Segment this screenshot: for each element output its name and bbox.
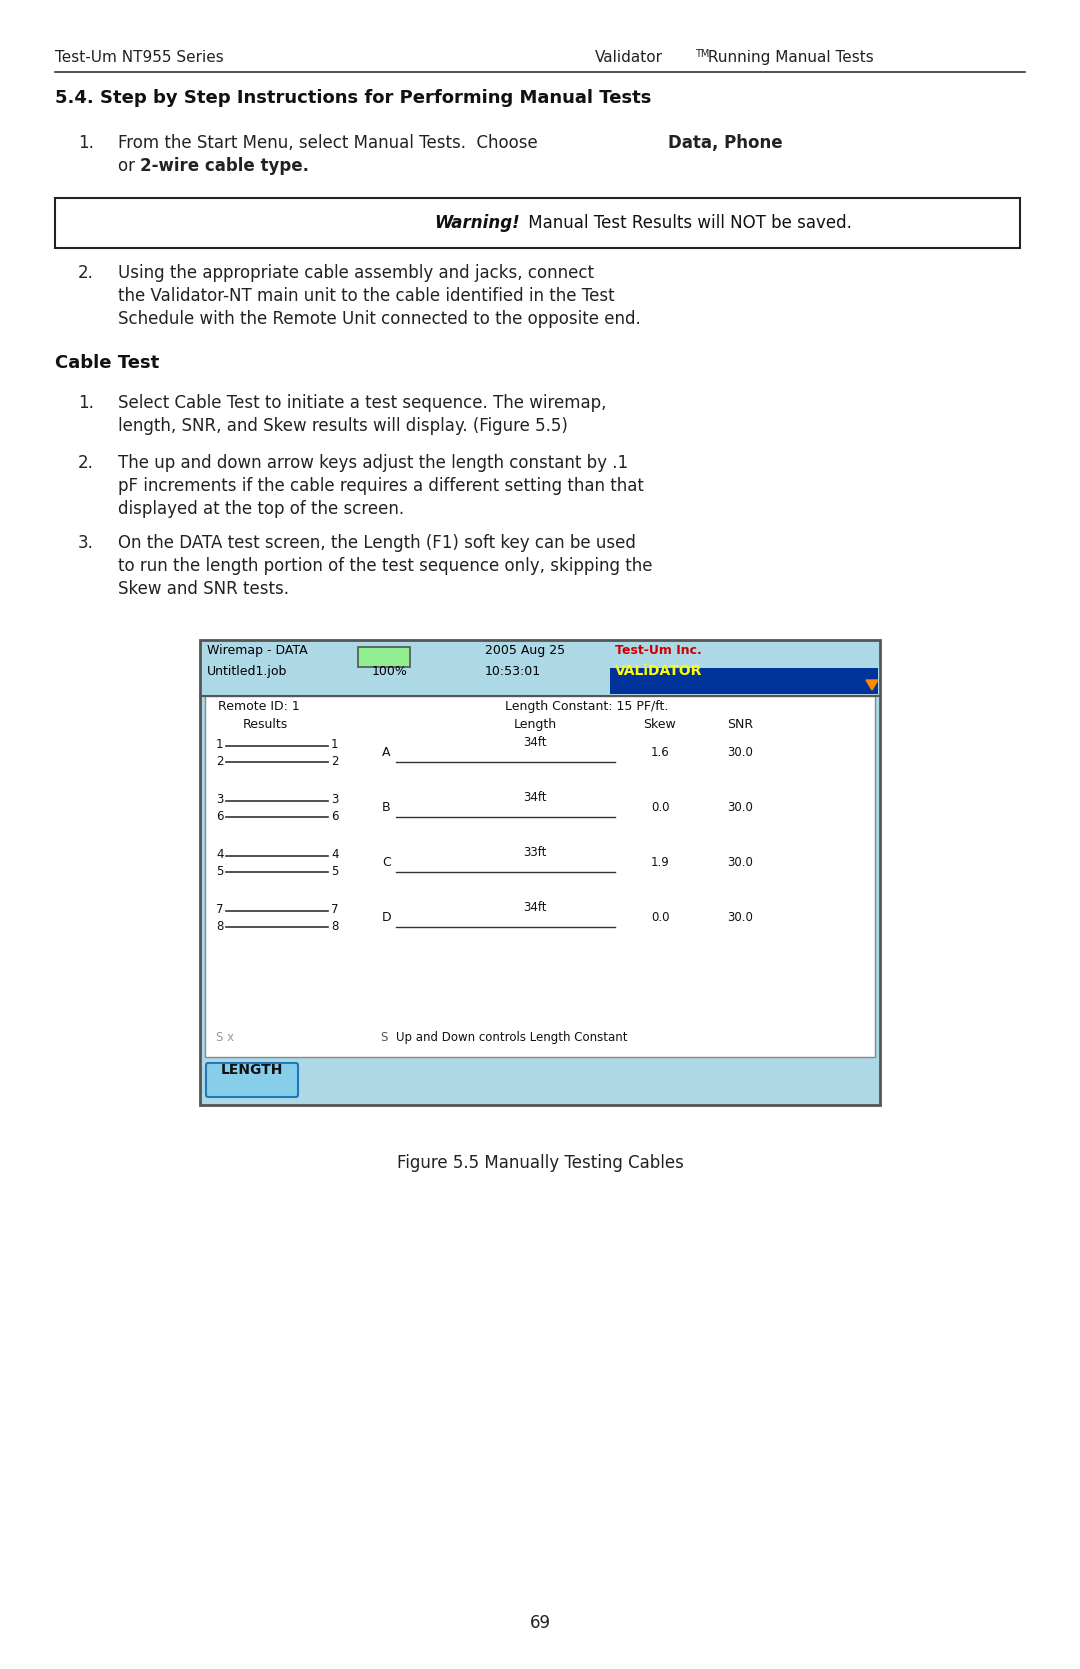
Text: 3: 3: [216, 793, 224, 806]
Text: 100%: 100%: [373, 664, 408, 678]
Text: 10:53:01: 10:53:01: [485, 664, 541, 678]
Text: 1.: 1.: [78, 394, 94, 412]
Text: 7: 7: [330, 903, 338, 916]
Text: LENGTH: LENGTH: [220, 1063, 283, 1077]
Bar: [200, 639, 880, 1105]
Text: 2.: 2.: [78, 264, 94, 282]
Text: Manual Test Results will NOT be saved.: Manual Test Results will NOT be saved.: [523, 214, 852, 232]
Text: 30.0: 30.0: [727, 746, 753, 759]
Text: 2-wire cable type.: 2-wire cable type.: [140, 157, 309, 175]
Text: 3.: 3.: [78, 534, 94, 552]
Text: 4: 4: [216, 848, 224, 861]
Text: Up and Down controls Length Constant: Up and Down controls Length Constant: [396, 1031, 627, 1045]
Text: 6: 6: [216, 809, 224, 823]
Text: S x: S x: [216, 1031, 234, 1045]
Polygon shape: [866, 679, 878, 689]
Text: Test-Um Inc.: Test-Um Inc.: [615, 644, 702, 658]
Text: 1.9: 1.9: [650, 856, 670, 870]
Text: Select Cable Test to initiate a test sequence. The wiremap,: Select Cable Test to initiate a test seq…: [118, 394, 607, 412]
Text: Cable Test: Cable Test: [55, 354, 159, 372]
Text: A: A: [382, 746, 391, 759]
Text: the Validator-NT main unit to the cable identified in the Test: the Validator-NT main unit to the cable …: [118, 287, 615, 305]
Text: Wiremap - DATA: Wiremap - DATA: [207, 644, 308, 658]
Text: 1: 1: [330, 738, 338, 751]
Text: Running Manual Tests: Running Manual Tests: [703, 50, 874, 65]
Text: length, SNR, and Skew results will display. (Figure 5.5): length, SNR, and Skew results will displ…: [118, 417, 568, 436]
Text: Untitled1.job: Untitled1.job: [207, 664, 287, 678]
Text: Test-Um NT955 Series: Test-Um NT955 Series: [55, 50, 224, 65]
Text: Results: Results: [242, 718, 287, 731]
Text: 30.0: 30.0: [727, 801, 753, 814]
Text: VALiDATOR: VALiDATOR: [615, 664, 702, 678]
Text: 5.4. Step by Step Instructions for Performing Manual Tests: 5.4. Step by Step Instructions for Perfo…: [55, 88, 651, 107]
Text: Data, Phone: Data, Phone: [669, 134, 783, 152]
Bar: [357, 648, 410, 668]
Text: Skew and SNR tests.: Skew and SNR tests.: [118, 581, 289, 598]
Text: 1: 1: [216, 738, 224, 751]
Text: 0.0: 0.0: [651, 911, 670, 925]
Text: 2: 2: [330, 754, 338, 768]
Text: SNR: SNR: [727, 718, 753, 731]
Text: 2: 2: [216, 754, 224, 768]
Text: 8: 8: [216, 920, 224, 933]
Text: Figure 5.5 Manually Testing Cables: Figure 5.5 Manually Testing Cables: [396, 1153, 684, 1172]
Text: 1.: 1.: [78, 134, 94, 152]
Text: 34ft: 34ft: [523, 791, 546, 804]
Text: 7: 7: [216, 903, 224, 916]
Text: C: C: [382, 856, 391, 870]
Text: 6: 6: [330, 809, 338, 823]
Text: to run the length portion of the test sequence only, skipping the: to run the length portion of the test se…: [118, 557, 652, 576]
Text: pF increments if the cable requires a different setting than that: pF increments if the cable requires a di…: [118, 477, 644, 496]
Text: 3: 3: [330, 793, 338, 806]
Bar: [205, 696, 875, 1056]
Text: The up and down arrow keys adjust the length constant by .1: The up and down arrow keys adjust the le…: [118, 454, 629, 472]
Text: D: D: [382, 911, 392, 925]
Text: 2.: 2.: [78, 454, 94, 472]
Text: Schedule with the Remote Unit connected to the opposite end.: Schedule with the Remote Unit connected …: [118, 310, 640, 329]
Text: 8: 8: [330, 920, 338, 933]
Text: From the Start Menu, select Manual Tests.  Choose: From the Start Menu, select Manual Tests…: [118, 134, 543, 152]
Text: 4: 4: [330, 848, 338, 861]
Text: 5: 5: [330, 865, 338, 878]
Text: 0.0: 0.0: [651, 801, 670, 814]
Text: 1.6: 1.6: [650, 746, 670, 759]
Text: On the DATA test screen, the Length (F1) soft key can be used: On the DATA test screen, the Length (F1)…: [118, 534, 636, 552]
Text: 5: 5: [216, 865, 224, 878]
Text: Skew: Skew: [644, 718, 676, 731]
Bar: [55, 199, 1020, 249]
Text: 34ft: 34ft: [523, 736, 546, 749]
Text: B: B: [382, 801, 391, 814]
Text: 30.0: 30.0: [727, 856, 753, 870]
Text: Warning!: Warning!: [434, 214, 519, 232]
Text: S: S: [380, 1031, 388, 1045]
Text: 33ft: 33ft: [524, 846, 546, 860]
Text: TM: TM: [696, 48, 710, 58]
Text: Remote ID: 1: Remote ID: 1: [218, 699, 300, 713]
Text: 69: 69: [529, 1614, 551, 1632]
Text: Length Constant: 15 PF/ft.: Length Constant: 15 PF/ft.: [505, 699, 669, 713]
Text: Using the appropriate cable assembly and jacks, connect: Using the appropriate cable assembly and…: [118, 264, 594, 282]
Text: 34ft: 34ft: [523, 901, 546, 915]
Text: 2005 Aug 25: 2005 Aug 25: [485, 644, 565, 658]
Text: Length: Length: [513, 718, 556, 731]
Text: Validator: Validator: [595, 50, 663, 65]
Bar: [610, 668, 878, 694]
FancyBboxPatch shape: [206, 1063, 298, 1097]
Text: 30.0: 30.0: [727, 911, 753, 925]
Text: or: or: [118, 157, 140, 175]
Text: displayed at the top of the screen.: displayed at the top of the screen.: [118, 501, 404, 517]
